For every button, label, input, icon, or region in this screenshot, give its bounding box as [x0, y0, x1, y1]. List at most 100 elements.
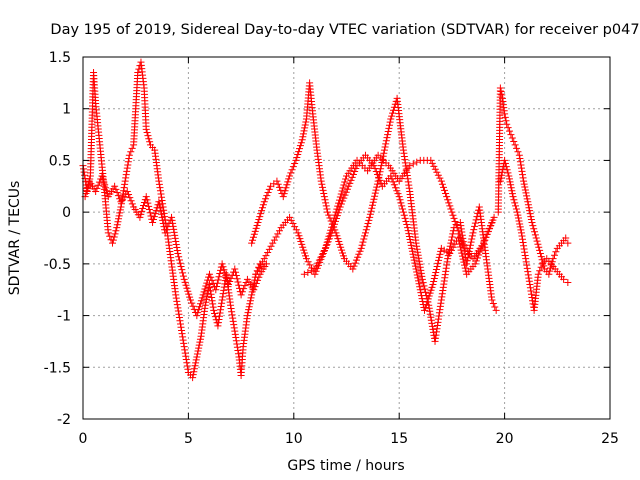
data-point — [222, 272, 230, 280]
data-point — [214, 276, 222, 284]
data-point — [201, 301, 209, 309]
data-point — [162, 226, 170, 234]
data-point — [455, 230, 463, 238]
data-point — [155, 180, 163, 188]
data-point — [516, 220, 524, 228]
data-point — [183, 359, 191, 367]
data-point — [501, 160, 509, 168]
data-point — [524, 268, 532, 276]
data-point — [521, 186, 529, 194]
data-point — [497, 174, 505, 182]
data-point — [274, 230, 282, 238]
data-point — [514, 148, 522, 156]
data-point — [184, 287, 192, 295]
data-point — [156, 201, 164, 209]
data-point — [216, 309, 224, 317]
data-point — [428, 283, 436, 291]
data-point — [325, 211, 333, 219]
data-point — [255, 216, 263, 224]
data-point — [449, 211, 457, 219]
data-point — [339, 249, 347, 257]
data-point — [501, 110, 509, 118]
data-point — [527, 213, 535, 221]
data-point — [491, 303, 499, 311]
data-point — [531, 228, 539, 236]
data-point — [230, 324, 238, 332]
data-point — [399, 208, 407, 216]
data-point — [537, 253, 545, 261]
data-point — [503, 120, 511, 128]
data-point — [368, 204, 376, 212]
data-point — [454, 227, 462, 235]
data-point — [461, 261, 469, 269]
data-point — [104, 229, 112, 237]
data-point — [146, 138, 154, 146]
data-point — [228, 311, 236, 319]
data-point — [456, 233, 464, 241]
data-point — [241, 282, 249, 290]
data-point — [446, 242, 454, 250]
data-point — [155, 198, 163, 206]
data-point — [147, 212, 155, 220]
data-point — [373, 183, 381, 191]
data-point — [234, 278, 242, 286]
data-point — [124, 161, 132, 169]
data-point — [515, 217, 523, 225]
data-point — [292, 156, 300, 164]
data-point — [526, 284, 534, 292]
y-axis-label: SDTVAR / TECUs — [7, 181, 23, 296]
data-point — [179, 336, 187, 344]
data-point — [447, 205, 455, 213]
data-point — [149, 216, 157, 224]
data-point — [287, 169, 295, 177]
data-point — [449, 243, 457, 251]
data-point — [468, 235, 476, 243]
data-point — [355, 250, 363, 258]
data-point — [265, 245, 273, 253]
data-point — [93, 184, 101, 192]
data-point — [340, 181, 348, 189]
data-point — [161, 229, 169, 237]
data-point — [321, 196, 329, 204]
data-point — [413, 158, 421, 166]
data-point — [339, 197, 347, 205]
data-point — [404, 227, 412, 235]
data-point — [125, 154, 133, 162]
data-point — [458, 252, 466, 260]
data-point — [409, 160, 417, 168]
data-point — [343, 185, 351, 193]
data-point — [513, 208, 521, 216]
x-axis-label: GPS time / hours — [287, 458, 404, 474]
data-point — [169, 222, 177, 230]
data-point — [357, 244, 365, 252]
data-point — [202, 295, 210, 303]
data-point — [528, 218, 536, 226]
data-point — [212, 286, 220, 294]
data-point — [111, 230, 119, 238]
data-point — [534, 240, 542, 248]
data-point — [123, 164, 131, 172]
data-point — [433, 262, 441, 270]
data-point — [372, 168, 380, 176]
data-point — [443, 193, 451, 201]
data-point — [502, 117, 510, 125]
data-point — [289, 163, 297, 171]
data-point — [470, 226, 478, 234]
data-point — [384, 131, 392, 139]
data-point — [282, 184, 290, 192]
data-point — [258, 204, 266, 212]
data-point — [80, 165, 88, 173]
data-point — [399, 205, 407, 213]
data-point — [435, 253, 443, 261]
data-point — [296, 235, 304, 243]
x-tick-label: 20 — [496, 431, 514, 447]
data-point — [190, 365, 198, 373]
data-point — [178, 326, 186, 334]
data-point — [128, 200, 136, 208]
data-point — [304, 268, 312, 276]
data-point — [413, 271, 421, 279]
data-point — [428, 159, 436, 167]
data-point — [265, 185, 273, 193]
data-point — [281, 187, 289, 195]
data-point — [431, 165, 439, 173]
